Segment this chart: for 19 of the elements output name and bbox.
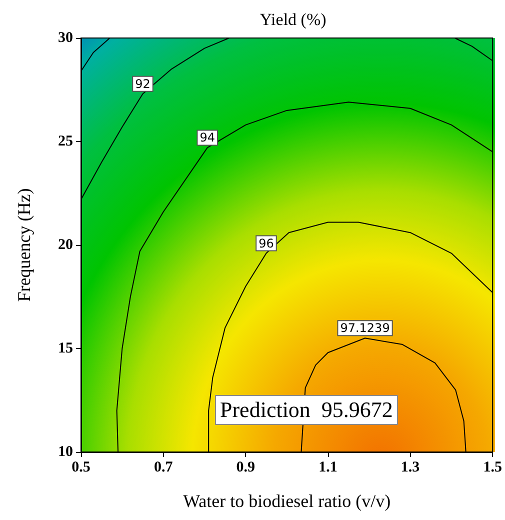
annotation: Prediction 95.9672 [215, 395, 398, 425]
series-label: 97.1239 [340, 321, 390, 336]
x-tick-label: 1.3 [400, 460, 420, 476]
chart-title: Yield (%) [260, 10, 326, 29]
y-tick-label: 30 [58, 30, 73, 46]
y-tick-label: 10 [58, 444, 73, 460]
y-tick-label: 15 [58, 340, 73, 356]
y-tick-label: 20 [58, 237, 73, 253]
x-axis-title: Water to biodiesel ratio (v/v) [183, 491, 391, 511]
series-label: 92 [135, 76, 150, 91]
y-tick-label: 25 [58, 134, 73, 150]
x-tick-label: 1.5 [483, 460, 502, 476]
x-tick-label: 0.7 [154, 460, 174, 476]
series-label: 96 [258, 236, 274, 250]
x-tick-label: 1.1 [318, 460, 338, 476]
x-tick-label: 0.9 [236, 460, 256, 476]
x-tick-label: 0.5 [72, 460, 90, 476]
series-label: 94 [200, 130, 216, 145]
y-axis-title: Frequency (Hz) [14, 188, 34, 302]
